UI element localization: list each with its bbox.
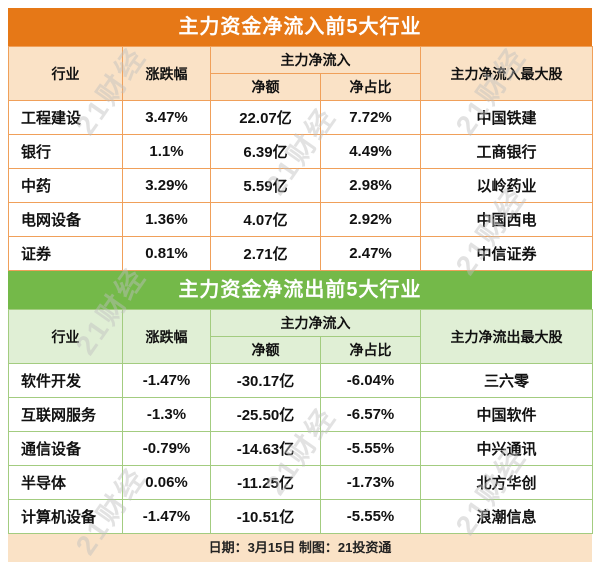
table-row: 中药 3.29% 5.59亿 2.98% 以岭药业 xyxy=(8,168,593,203)
table-row: 工程建设 3.47% 22.07亿 7.72% 中国铁建 xyxy=(8,100,593,135)
cell-ratio: 4.49% xyxy=(320,134,421,169)
header-ratio: 净占比 xyxy=(320,73,421,101)
cell-industry: 软件开发 xyxy=(8,363,123,398)
cell-change: -0.79% xyxy=(122,431,211,466)
cell-net: -11.25亿 xyxy=(210,465,321,500)
header-change: 涨跌幅 xyxy=(122,309,211,364)
cell-net: 2.71亿 xyxy=(210,236,321,271)
table-row: 电网设备 1.36% 4.07亿 2.92% 中国西电 xyxy=(8,202,593,237)
cell-ratio: -5.55% xyxy=(320,431,421,466)
outflow-title-bar: 主力资金净流出前5大行业 xyxy=(8,271,592,309)
cell-change: 0.06% xyxy=(122,465,211,500)
cell-net: 6.39亿 xyxy=(210,134,321,169)
table-row: 软件开发 -1.47% -30.17亿 -6.04% 三六零 xyxy=(8,363,593,398)
cell-industry: 通信设备 xyxy=(8,431,123,466)
outflow-table: 行业 涨跌幅 主力净流入 主力净流出最大股 净额 净占比 软件开发 -1.47%… xyxy=(8,309,593,534)
cell-industry: 工程建设 xyxy=(8,100,123,135)
cell-industry: 互联网服务 xyxy=(8,397,123,432)
inflow-title-bar: 主力资金净流入前5大行业 xyxy=(8,8,592,46)
cell-stock: 工商银行 xyxy=(420,134,593,169)
cell-ratio: -6.04% xyxy=(320,363,421,398)
cell-net: -25.50亿 xyxy=(210,397,321,432)
inflow-table: 行业 涨跌幅 主力净流入 主力净流入最大股 净额 净占比 工程建设 3.47% … xyxy=(8,46,593,271)
cell-industry: 证券 xyxy=(8,236,123,271)
header-industry: 行业 xyxy=(8,309,123,364)
header-net: 净额 xyxy=(210,73,321,101)
cell-stock: 以岭药业 xyxy=(420,168,593,203)
cell-ratio: 2.98% xyxy=(320,168,421,203)
cell-stock: 中兴通讯 xyxy=(420,431,593,466)
cell-ratio: -5.55% xyxy=(320,499,421,534)
table-row: 证券 0.81% 2.71亿 2.47% 中信证券 xyxy=(8,236,593,271)
cell-industry: 中药 xyxy=(8,168,123,203)
header-top-stock: 主力净流入最大股 xyxy=(420,46,593,101)
cell-net: 22.07亿 xyxy=(210,100,321,135)
header-subrow: 净额 净占比 xyxy=(9,73,593,101)
cell-change: 3.47% xyxy=(122,100,211,135)
header-row: 行业 涨跌幅 主力净流入 主力净流入最大股 xyxy=(8,46,593,101)
header-group-inflow: 主力净流入 xyxy=(210,309,421,337)
cell-industry: 电网设备 xyxy=(8,202,123,237)
cell-ratio: -6.57% xyxy=(320,397,421,432)
cell-stock: 中国软件 xyxy=(420,397,593,432)
cell-industry: 计算机设备 xyxy=(8,499,123,534)
cell-industry: 银行 xyxy=(8,134,123,169)
cell-stock: 中国铁建 xyxy=(420,100,593,135)
cell-change: 1.36% xyxy=(122,202,211,237)
cell-stock: 浪潮信息 xyxy=(420,499,593,534)
cell-change: -1.3% xyxy=(122,397,211,432)
header-top-stock: 主力净流出最大股 xyxy=(420,309,593,364)
cell-ratio: 2.47% xyxy=(320,236,421,271)
cell-net: -10.51亿 xyxy=(210,499,321,534)
cell-stock: 北方华创 xyxy=(420,465,593,500)
header-row: 行业 涨跌幅 主力净流入 主力净流出最大股 xyxy=(8,309,593,364)
cell-net: 4.07亿 xyxy=(210,202,321,237)
cell-ratio: 7.72% xyxy=(320,100,421,135)
cell-stock: 中信证券 xyxy=(420,236,593,271)
cell-change: 1.1% xyxy=(122,134,211,169)
table-row: 银行 1.1% 6.39亿 4.49% 工商银行 xyxy=(8,134,593,169)
cell-change: 0.81% xyxy=(122,236,211,271)
cell-net: 5.59亿 xyxy=(210,168,321,203)
header-industry: 行业 xyxy=(8,46,123,101)
cell-stock: 三六零 xyxy=(420,363,593,398)
table-row: 互联网服务 -1.3% -25.50亿 -6.57% 中国软件 xyxy=(8,397,593,432)
header-group-inflow: 主力净流入 xyxy=(210,46,421,74)
table-row: 通信设备 -0.79% -14.63亿 -5.55% 中兴通讯 xyxy=(8,431,593,466)
cell-stock: 中国西电 xyxy=(420,202,593,237)
table-row: 计算机设备 -1.47% -10.51亿 -5.55% 浪潮信息 xyxy=(8,499,593,534)
header-ratio: 净占比 xyxy=(320,336,421,364)
cell-change: -1.47% xyxy=(122,499,211,534)
cell-ratio: -1.73% xyxy=(320,465,421,500)
cell-ratio: 2.92% xyxy=(320,202,421,237)
cell-net: -14.63亿 xyxy=(210,431,321,466)
cell-change: -1.47% xyxy=(122,363,211,398)
caption: 日期：3月15日 制图：21投资通 xyxy=(8,534,592,562)
cell-change: 3.29% xyxy=(122,168,211,203)
content-area: 主力资金净流入前5大行业 行业 涨跌幅 主力净流入 主力净流入最大股 净额 净占… xyxy=(8,8,593,562)
cell-industry: 半导体 xyxy=(8,465,123,500)
header-net: 净额 xyxy=(210,336,321,364)
header-change: 涨跌幅 xyxy=(122,46,211,101)
cell-net: -30.17亿 xyxy=(210,363,321,398)
table-row: 半导体 0.06% -11.25亿 -1.73% 北方华创 xyxy=(8,465,593,500)
